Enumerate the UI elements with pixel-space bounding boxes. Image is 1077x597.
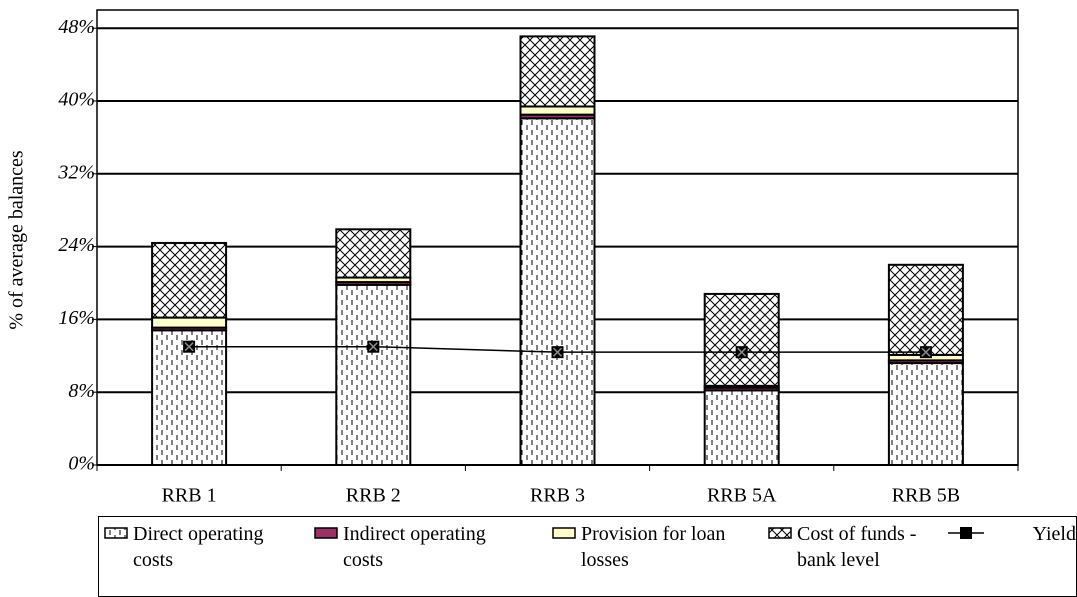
legend-swatch <box>768 527 792 539</box>
swatch-box <box>552 527 576 539</box>
swatch-box <box>104 527 128 539</box>
legend: Direct operating costs Indirect operating… <box>98 516 1077 597</box>
chart: % of average balances 0% 8% 16% 24% 32% 40% 48… <box>6 9 1019 507</box>
bar-segment <box>335 283 412 466</box>
legend-label: Direct operating costs <box>133 523 264 571</box>
bar-segment <box>151 316 228 329</box>
legend-swatch <box>948 527 984 539</box>
bar-segment <box>519 105 596 116</box>
bar-segment <box>151 241 228 319</box>
y-tick-label: 16% <box>58 307 95 329</box>
bar-segment <box>887 362 964 466</box>
marker-cross <box>368 342 378 352</box>
bar-segment <box>519 117 596 466</box>
x-tick-label: RRB 2 <box>346 485 401 507</box>
legend-item: Direct operating costs <box>103 521 293 573</box>
swatch-box <box>768 527 792 539</box>
marker-cross <box>737 347 747 357</box>
x-tick-label: RRB 5A <box>707 485 777 507</box>
line-marker <box>551 346 564 359</box>
bar-segment <box>519 35 596 108</box>
bar-segment <box>151 329 228 466</box>
legend-item: Indirect operating costs <box>313 521 513 573</box>
y-axis-label: % of average balances <box>6 150 28 330</box>
legend-label: Provision for loan losses <box>581 523 726 571</box>
legend-label: Cost of funds - bank level <box>797 523 917 571</box>
legend-item: Cost of funds - bank level <box>767 521 957 573</box>
swatch-marker <box>960 527 972 539</box>
legend-swatch <box>314 527 338 539</box>
bar-segment <box>703 389 780 467</box>
line-marker <box>735 346 748 359</box>
swatch-box <box>314 527 338 539</box>
legend-swatch <box>552 527 576 539</box>
legend-item: Yield <box>946 521 1076 547</box>
legend-swatch <box>104 527 128 539</box>
line-marker <box>367 340 380 353</box>
x-tick-label: RRB 3 <box>530 485 585 507</box>
marker-cross <box>184 342 194 352</box>
y-tick-label: 40% <box>58 89 95 111</box>
legend-label: Yield <box>1032 523 1076 545</box>
marker-cross <box>552 347 563 357</box>
y-tick-label: 24% <box>58 234 95 256</box>
x-tick-label: RRB 1 <box>162 485 217 507</box>
x-tick-label: RRB 5B <box>892 485 960 507</box>
marker-cross <box>921 347 931 357</box>
bar-segment <box>703 292 780 387</box>
line-marker <box>183 340 196 353</box>
legend-label: Indirect operating costs <box>343 523 486 571</box>
y-tick-label: 32% <box>57 161 95 183</box>
line-marker <box>919 346 932 359</box>
legend-item: Provision for loan losses <box>551 521 751 573</box>
y-tick-label: 0% <box>68 453 95 475</box>
bar-segment <box>887 263 964 356</box>
bar-segment <box>335 228 412 279</box>
y-tick-label: 48% <box>58 16 95 38</box>
y-tick-label: 8% <box>68 380 95 402</box>
